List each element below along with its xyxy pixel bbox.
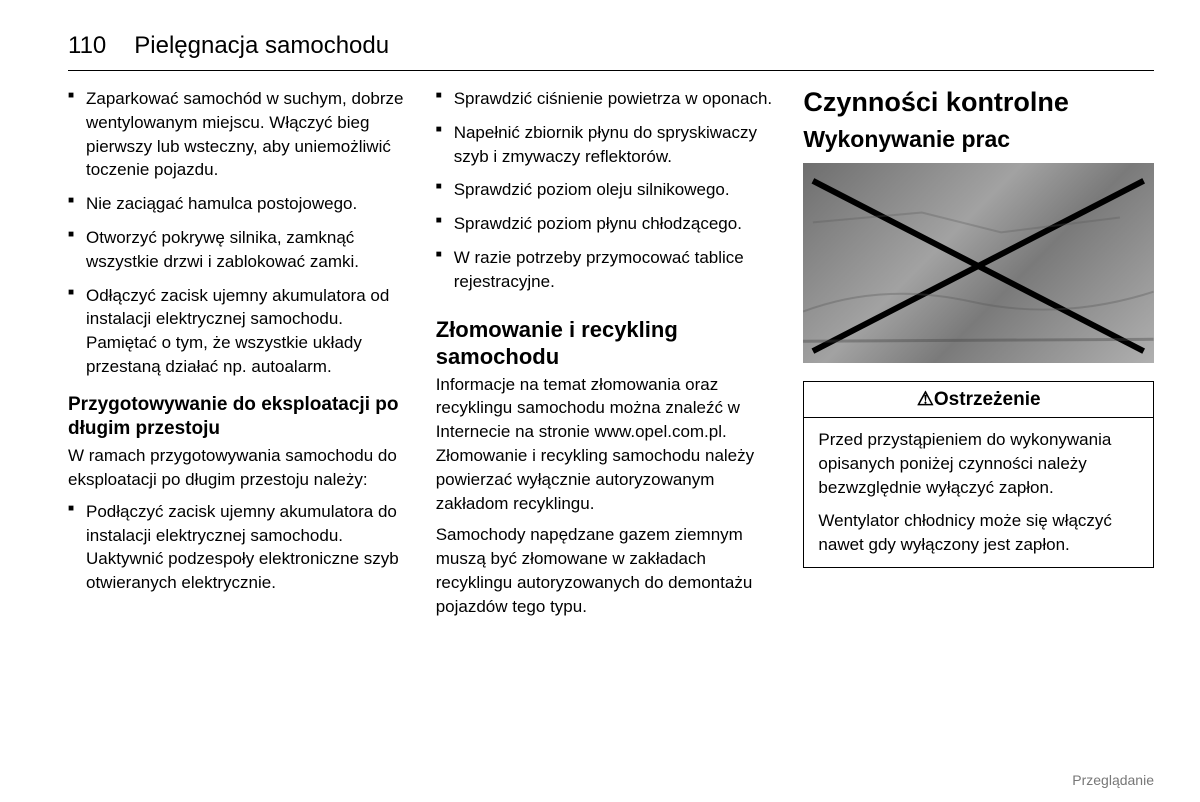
warning-paragraph-1: Przed przystąpieniem do wykonywania opis… bbox=[818, 428, 1139, 499]
page-title: Pielęgnacja samochodu bbox=[134, 32, 389, 60]
list-item: Sprawdzić ciśnienie powietrza w oponach. bbox=[436, 87, 776, 111]
sub-title-work: Wykonywanie prac bbox=[803, 126, 1154, 153]
column-2: Sprawdzić ciśnienie powietrza w oponach.… bbox=[436, 87, 776, 627]
content-columns: Zaparkować samochód w suchym, dobrze wen… bbox=[68, 87, 1154, 627]
warning-icon: ⚠ bbox=[917, 389, 934, 410]
list-item: Sprawdzić poziom płynu chłodzącego. bbox=[436, 212, 776, 236]
list-item: Otworzyć pokrywę silnika, zamknąć wszyst… bbox=[68, 226, 408, 274]
bullet-list-storage: Zaparkować samochód w suchym, dobrze wen… bbox=[68, 87, 408, 379]
warning-paragraph-2: Wentylator chłodnicy może się włączyć na… bbox=[818, 509, 1139, 557]
scrapping-paragraph-1: Informacje na temat złomowania oraz recy… bbox=[436, 373, 776, 516]
list-item: Napełnić zbiornik płynu do spryskiwaczy … bbox=[436, 121, 776, 169]
bullet-list-preparation: Podłączyć zacisk ujemny akumulatora do i… bbox=[68, 500, 408, 595]
warning-body: Przed przystąpieniem do wykonywania opis… bbox=[804, 418, 1153, 567]
heading-scrapping: Złomowanie i recykling samochodu bbox=[436, 316, 776, 371]
list-item: Nie zaciągać hamulca postojowego. bbox=[68, 192, 408, 216]
list-item: W razie potrzeby przymocować tablice rej… bbox=[436, 246, 776, 294]
scrapping-paragraph-2: Samochody napędzane gazem ziemnym muszą … bbox=[436, 523, 776, 618]
list-item: Sprawdzić poziom oleju silnikowego. bbox=[436, 178, 776, 202]
warning-label: Ostrzeżenie bbox=[934, 389, 1041, 410]
page-number: 110 bbox=[68, 32, 106, 60]
heading-preparation: Przygotowywanie do eksploatacji po długi… bbox=[68, 393, 408, 441]
footer-label: Przeglądanie bbox=[1072, 772, 1154, 788]
page-header: 110 Pielęgnacja samochodu bbox=[68, 32, 1154, 71]
engine-bay-figure bbox=[803, 163, 1154, 363]
warning-header: ⚠Ostrzeżenie bbox=[804, 382, 1153, 418]
cross-out-icon bbox=[803, 163, 1154, 361]
list-item: Podłączyć zacisk ujemny akumulatora do i… bbox=[68, 500, 408, 595]
intro-text: W ramach przygotowywania samochodu do ek… bbox=[68, 444, 408, 492]
list-item: Odłączyć zacisk ujemny akumulatora od in… bbox=[68, 284, 408, 379]
column-3: Czynności kontrolne Wykonywanie prac ⚠Os… bbox=[803, 87, 1154, 627]
section-title-checks: Czynności kontrolne bbox=[803, 87, 1154, 118]
column-1: Zaparkować samochód w suchym, dobrze wen… bbox=[68, 87, 408, 627]
list-item: Zaparkować samochód w suchym, dobrze wen… bbox=[68, 87, 408, 182]
warning-box: ⚠Ostrzeżenie Przed przystąpieniem do wyk… bbox=[803, 381, 1154, 568]
bullet-list-checks: Sprawdzić ciśnienie powietrza w oponach.… bbox=[436, 87, 776, 294]
